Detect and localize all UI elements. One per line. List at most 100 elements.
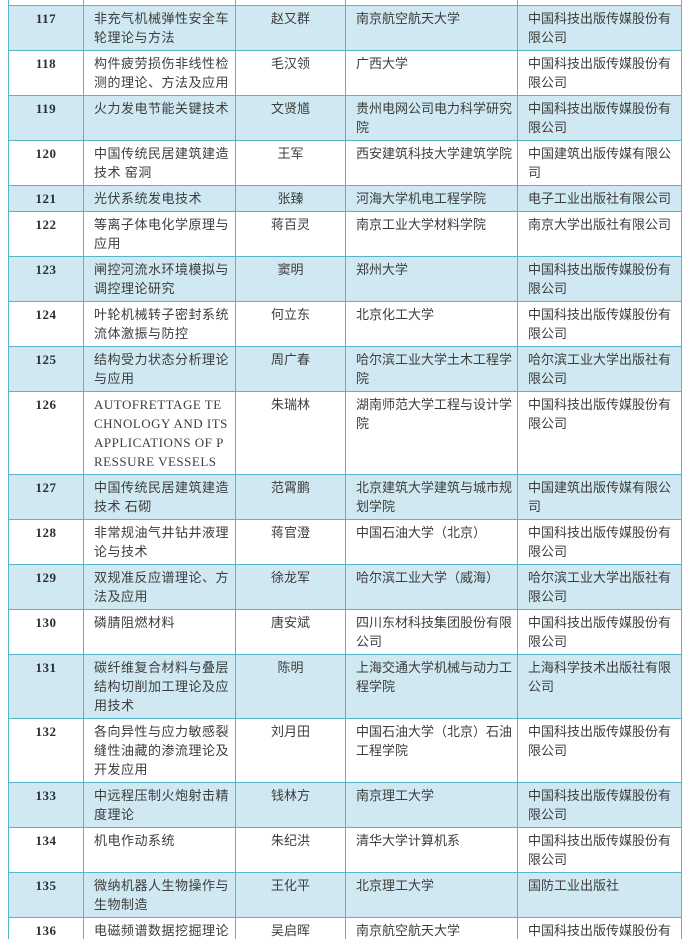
title-cell: 非充气机械弹性安全车轮理论与方法 xyxy=(83,5,236,51)
title-cell: 电磁频谱数据挖掘理论与应用 xyxy=(83,917,236,939)
title-cell: 中国传统民居建筑建造技术 石砌 xyxy=(83,474,236,520)
publisher-cell: 国防工业出版社 xyxy=(517,872,682,918)
institution-cell: 湖南师范大学工程与设计学院 xyxy=(345,391,518,475)
publisher-cell: 中国科技出版传媒股份有限公司 xyxy=(517,782,682,828)
publisher-cell: 中国科技出版传媒股份有限公司 xyxy=(517,50,682,96)
row-number-cell: 127 xyxy=(8,474,84,520)
institution-cell: 中国石油大学（北京）石油工程学院 xyxy=(345,718,518,783)
institution-cell: 南京航空航天大学 xyxy=(345,917,518,939)
row-number-cell: 120 xyxy=(8,140,84,186)
row-number-cell: 119 xyxy=(8,95,84,141)
table-row: 129 双规准反应谱理论、方法及应用 徐龙军 哈尔滨工业大学（威海） 哈尔滨工业… xyxy=(8,564,682,610)
table-row: 117 非充气机械弹性安全车轮理论与方法 赵又群 南京航空航天大学 中国科技出版… xyxy=(8,5,682,51)
author-cell: 蒋百灵 xyxy=(235,211,346,257)
title-cell: 火力发电节能关键技术 xyxy=(83,95,236,141)
title-cell: 结构受力状态分析理论与应用 xyxy=(83,346,236,392)
publisher-cell: 哈尔滨工业大学出版社有限公司 xyxy=(517,346,682,392)
title-cell: 各向异性与应力敏感裂缝性油藏的渗流理论及开发应用 xyxy=(83,718,236,783)
author-cell: 王化平 xyxy=(235,872,346,918)
author-cell: 朱纪洪 xyxy=(235,827,346,873)
title-cell: 等离子体电化学原理与应用 xyxy=(83,211,236,257)
publisher-cell: 中国科技出版传媒股份有限公司 xyxy=(517,301,682,347)
institution-cell: 四川东材科技集团股份有限公司 xyxy=(345,609,518,655)
author-cell: 赵又群 xyxy=(235,5,346,51)
institution-cell: 贵州电网公司电力科学研究院 xyxy=(345,95,518,141)
institution-cell: 广西大学 xyxy=(345,50,518,96)
publisher-cell: 中国科技出版传媒股份有限公司 xyxy=(517,519,682,565)
table-row: 119 火力发电节能关键技术 文贤馗 贵州电网公司电力科学研究院 中国科技出版传… xyxy=(8,95,682,141)
publisher-cell: 中国科技出版传媒股份有限公司 xyxy=(517,256,682,302)
title-cell: 机电作动系统 xyxy=(83,827,236,873)
publisher-cell: 电子工业出版社有限公司 xyxy=(517,185,682,212)
publisher-cell: 中国科技出版传媒股份有限公司 xyxy=(517,5,682,51)
title-cell: 闸控河流水环境模拟与调控理论研究 xyxy=(83,256,236,302)
table-row: 118 构件疲劳损伤非线性检测的理论、方法及应用 毛汉领 广西大学 中国科技出版… xyxy=(8,50,682,96)
table-row: 136 电磁频谱数据挖掘理论与应用 吴启晖 南京航空航天大学 中国科技出版传媒股… xyxy=(8,917,682,939)
table-row: 124 叶轮机械转子密封系统流体激振与防控 何立东 北京化工大学 中国科技出版传… xyxy=(8,301,682,347)
table-row: 131 碳纤维复合材料与叠层结构切削加工理论及应用技术 陈明 上海交通大学机械与… xyxy=(8,654,682,719)
title-cell: AUTOFRETTAGE TECHNOLOGY AND ITS APPLICAT… xyxy=(83,391,236,475)
author-cell: 吴启晖 xyxy=(235,917,346,939)
title-cell: 双规准反应谱理论、方法及应用 xyxy=(83,564,236,610)
table-row: 122 等离子体电化学原理与应用 蒋百灵 南京工业大学材料学院 南京大学出版社有… xyxy=(8,211,682,257)
publisher-cell: 中国科技出版传媒股份有限公司 xyxy=(517,718,682,783)
institution-cell: 哈尔滨工业大学土木工程学院 xyxy=(345,346,518,392)
author-cell: 张臻 xyxy=(235,185,346,212)
title-cell: 非常规油气井钻井液理论与技术 xyxy=(83,519,236,565)
institution-cell: 南京航空航天大学 xyxy=(345,5,518,51)
row-number-cell: 131 xyxy=(8,654,84,719)
table-row: 130 磷腈阻燃材料 唐安斌 四川东材科技集团股份有限公司 中国科技出版传媒股份… xyxy=(8,609,682,655)
title-cell: 中远程压制火炮射击精度理论 xyxy=(83,782,236,828)
title-cell: 中国传统民居建筑建造技术 窑洞 xyxy=(83,140,236,186)
table-row: 126 AUTOFRETTAGE TECHNOLOGY AND ITS APPL… xyxy=(8,391,682,475)
author-cell: 文贤馗 xyxy=(235,95,346,141)
row-number-cell: 135 xyxy=(8,872,84,918)
institution-cell: 北京化工大学 xyxy=(345,301,518,347)
table-row: 134 机电作动系统 朱纪洪 清华大学计算机系 中国科技出版传媒股份有限公司 xyxy=(8,827,682,873)
publisher-cell: 中国建筑出版传媒有限公司 xyxy=(517,474,682,520)
institution-cell: 西安建筑科技大学建筑学院 xyxy=(345,140,518,186)
row-number-cell: 122 xyxy=(8,211,84,257)
publications-table: 117 非充气机械弹性安全车轮理论与方法 赵又群 南京航空航天大学 中国科技出版… xyxy=(8,0,682,939)
title-cell: 碳纤维复合材料与叠层结构切削加工理论及应用技术 xyxy=(83,654,236,719)
author-cell: 毛汉领 xyxy=(235,50,346,96)
institution-cell: 哈尔滨工业大学（威海） xyxy=(345,564,518,610)
publisher-cell: 中国科技出版传媒股份有限公司 xyxy=(517,609,682,655)
table-row: 123 闸控河流水环境模拟与调控理论研究 窦明 郑州大学 中国科技出版传媒股份有… xyxy=(8,256,682,302)
table-row: 132 各向异性与应力敏感裂缝性油藏的渗流理论及开发应用 刘月田 中国石油大学（… xyxy=(8,718,682,783)
row-number-cell: 130 xyxy=(8,609,84,655)
publisher-cell: 哈尔滨工业大学出版社有限公司 xyxy=(517,564,682,610)
institution-cell: 北京理工大学 xyxy=(345,872,518,918)
institution-cell: 南京理工大学 xyxy=(345,782,518,828)
author-cell: 唐安斌 xyxy=(235,609,346,655)
row-number-cell: 117 xyxy=(8,5,84,51)
row-number-cell: 133 xyxy=(8,782,84,828)
publisher-cell: 中国科技出版传媒股份有限公司 xyxy=(517,391,682,475)
institution-cell: 上海交通大学机械与动力工程学院 xyxy=(345,654,518,719)
author-cell: 钱林方 xyxy=(235,782,346,828)
publisher-cell: 中国科技出版传媒股份有限公司 xyxy=(517,917,682,939)
table-row: 133 中远程压制火炮射击精度理论 钱林方 南京理工大学 中国科技出版传媒股份有… xyxy=(8,782,682,828)
clipped-previous-row xyxy=(8,0,682,6)
row-number-cell: 134 xyxy=(8,827,84,873)
author-cell: 蒋官澄 xyxy=(235,519,346,565)
row-number-cell: 129 xyxy=(8,564,84,610)
institution-cell: 中国石油大学（北京） xyxy=(345,519,518,565)
row-number-cell: 121 xyxy=(8,185,84,212)
author-cell: 周广春 xyxy=(235,346,346,392)
institution-cell: 清华大学计算机系 xyxy=(345,827,518,873)
institution-cell: 郑州大学 xyxy=(345,256,518,302)
institution-cell: 河海大学机电工程学院 xyxy=(345,185,518,212)
table-row: 128 非常规油气井钻井液理论与技术 蒋官澄 中国石油大学（北京） 中国科技出版… xyxy=(8,519,682,565)
title-cell: 微纳机器人生物操作与生物制造 xyxy=(83,872,236,918)
title-cell: 叶轮机械转子密封系统流体激振与防控 xyxy=(83,301,236,347)
table-row: 127 中国传统民居建筑建造技术 石砌 范霄鹏 北京建筑大学建筑与城市规划学院 … xyxy=(8,474,682,520)
title-cell: 光伏系统发电技术 xyxy=(83,185,236,212)
author-cell: 王军 xyxy=(235,140,346,186)
title-cell: 磷腈阻燃材料 xyxy=(83,609,236,655)
publisher-cell: 中国建筑出版传媒有限公司 xyxy=(517,140,682,186)
row-number-cell: 128 xyxy=(8,519,84,565)
table-row: 135 微纳机器人生物操作与生物制造 王化平 北京理工大学 国防工业出版社 xyxy=(8,872,682,918)
publisher-cell: 中国科技出版传媒股份有限公司 xyxy=(517,827,682,873)
